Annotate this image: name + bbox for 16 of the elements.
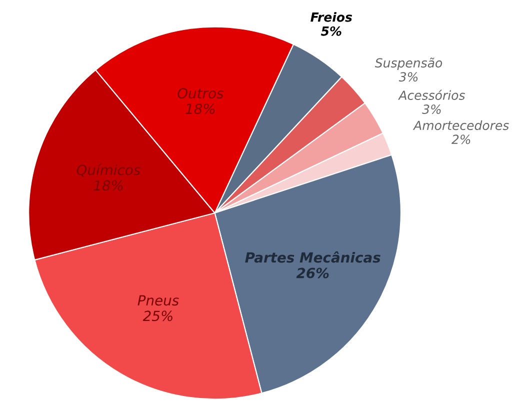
- slice-label: Partes Mecânicas: [245, 251, 380, 263]
- data-label: 18%: [186, 104, 215, 114]
- slice-label: Acessórios: [398, 90, 465, 100]
- data-label: 3%: [422, 104, 441, 114]
- data-label: 3%: [398, 72, 418, 82]
- slice-label: Químicos: [76, 164, 140, 177]
- data-label: 5%: [320, 26, 342, 36]
- slice-label: Amortecedores: [412, 120, 509, 130]
- slice-label: Pneus: [138, 295, 179, 306]
- slice-label: Outros: [178, 88, 224, 98]
- data-label: 18%: [94, 180, 123, 191]
- data-label: 25%: [142, 310, 172, 322]
- slice-label: Freios: [310, 12, 352, 22]
- slice-label: Suspensão: [374, 58, 442, 70]
- data-label: 26%: [296, 268, 329, 278]
- data-label: 2%: [452, 134, 470, 144]
